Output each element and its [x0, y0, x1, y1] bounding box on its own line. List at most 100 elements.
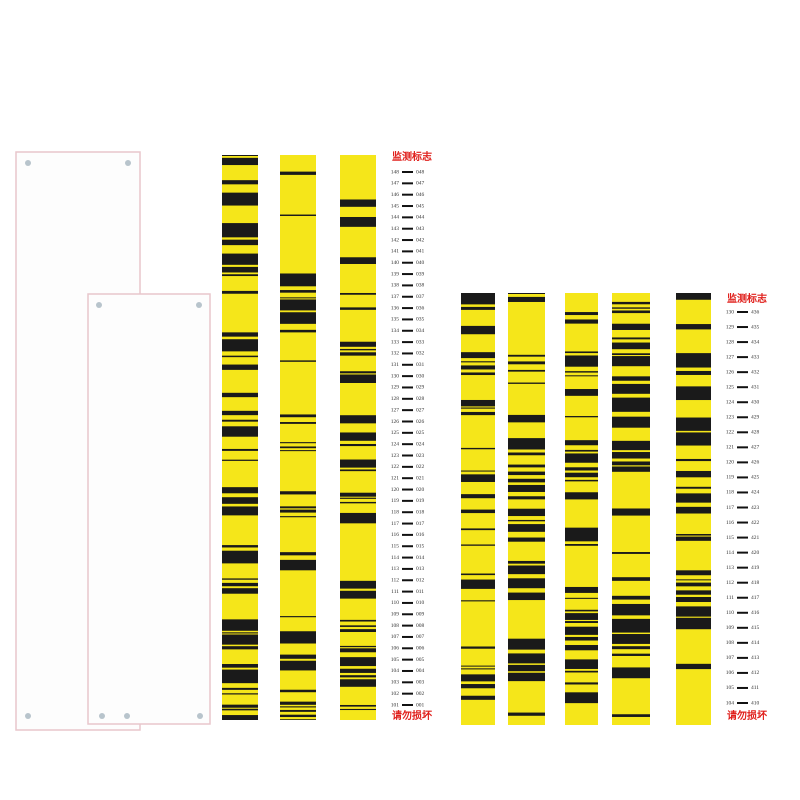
barcode-bar: [565, 636, 598, 641]
barcode-bar: [676, 370, 711, 375]
barcode-bar: [508, 592, 545, 601]
scale-label: 038: [416, 283, 425, 289]
barcode-bar: [565, 645, 598, 651]
scale-label: 106: [726, 670, 735, 676]
scale-label: 418: [751, 580, 760, 586]
scale-label: 003: [416, 680, 425, 686]
barcode-bar: [340, 512, 376, 524]
barcode-bar: [222, 582, 258, 587]
barcode-bar: [222, 223, 258, 238]
scale-label: 021: [416, 475, 425, 481]
barcode-bar: [565, 440, 598, 446]
scale-label: 111: [726, 595, 734, 601]
scale-label: 411: [751, 685, 759, 691]
scale-label: 133: [391, 339, 400, 345]
scale-label: 419: [751, 565, 760, 571]
scale-label: 123: [391, 453, 400, 459]
barcode-bar: [461, 665, 495, 667]
barcode-bar: [676, 353, 711, 368]
barcode-bar: [222, 180, 258, 185]
barcode-bar: [340, 657, 376, 667]
staff-title: 监测标志: [727, 292, 767, 305]
scale-label: 107: [391, 634, 400, 640]
scale-label: 120: [726, 460, 735, 466]
barcode-bar: [565, 351, 598, 354]
barcode-bar: [612, 416, 650, 428]
scale-label: 129: [726, 324, 735, 330]
barcode-bar: [280, 701, 316, 705]
scale-label: 420: [751, 550, 760, 556]
barcode-bar: [340, 679, 376, 687]
barcode-bar: [461, 509, 495, 514]
staff-title: 监测标志: [392, 150, 432, 163]
barcode-bar: [461, 352, 495, 359]
barcode-bar: [280, 297, 316, 299]
barcode-bar: [222, 715, 258, 720]
scale-label: 417: [751, 595, 760, 601]
barcode-bar: [565, 597, 598, 599]
barcode-bar: [340, 708, 376, 711]
barcode-bar: [508, 382, 545, 384]
barcode-bar: [676, 617, 711, 630]
scale-label: 132: [391, 351, 400, 357]
barcode-bar: [676, 417, 711, 431]
barcode-bar: [565, 449, 598, 452]
scale-label: 148: [391, 169, 400, 175]
barcode-bar: [612, 307, 650, 309]
barcode-bar: [508, 638, 545, 650]
barcode-bar: [280, 689, 316, 693]
scale-label: 026: [416, 419, 425, 425]
scale-label: 041: [416, 249, 425, 255]
scale-label: 018: [416, 509, 425, 515]
barcode-bar: [222, 410, 258, 416]
barcode-bar: [461, 411, 495, 416]
barcode-bar: [612, 353, 650, 356]
barcode-bar: [340, 348, 376, 351]
barcode-bar: [222, 506, 258, 516]
barcode-bar: [565, 527, 598, 542]
barcode-bar: [222, 619, 258, 631]
barcode-bar: [222, 704, 258, 708]
scale-label: 436: [751, 309, 760, 315]
scale-label: 032: [416, 351, 425, 357]
scale-label: 015: [416, 543, 425, 549]
scale-label: 042: [416, 237, 425, 243]
barcode-bar: [340, 629, 376, 633]
barcode-bar: [461, 407, 495, 409]
barcode-bar: [508, 496, 545, 500]
barcode-bar: [565, 626, 598, 635]
scale-label: 023: [416, 453, 425, 459]
barcode-bar: [280, 422, 316, 424]
barcode-bar: [461, 528, 495, 531]
barcode-bar: [222, 693, 258, 695]
scale-label: 009: [416, 612, 425, 618]
scale-label: 111: [391, 589, 399, 595]
barcode-bar: [676, 534, 711, 536]
barcode-bar: [340, 415, 376, 424]
scale-label: 117: [391, 521, 399, 527]
barcode-bar: [340, 645, 376, 648]
scale-label: 120: [391, 487, 400, 493]
barcode-bar: [340, 648, 376, 653]
barcode-bar: [461, 399, 495, 407]
barcode-bar: [222, 664, 258, 668]
barcode-bar: [340, 704, 376, 707]
scale-label: 414: [751, 640, 760, 646]
barcode-bar: [280, 414, 316, 418]
barcode-bar: [612, 646, 650, 650]
barcode-bar: [565, 312, 598, 316]
barcode-bar: [508, 369, 545, 372]
barcode-bar: [612, 634, 650, 644]
scale-label: 022: [416, 464, 425, 470]
scale-label: 025: [416, 430, 425, 436]
barcode-bar: [222, 487, 258, 494]
scale-label: 108: [391, 623, 400, 629]
scale-label: 004: [416, 668, 425, 674]
scale-label: 116: [726, 520, 734, 526]
barcode-bar: [340, 675, 376, 678]
barcode-bar: [612, 714, 650, 717]
scale-label: 028: [416, 396, 425, 402]
scale-label: 141: [391, 249, 400, 255]
barcode-bar: [222, 634, 258, 645]
barcode-bar: [508, 478, 545, 483]
